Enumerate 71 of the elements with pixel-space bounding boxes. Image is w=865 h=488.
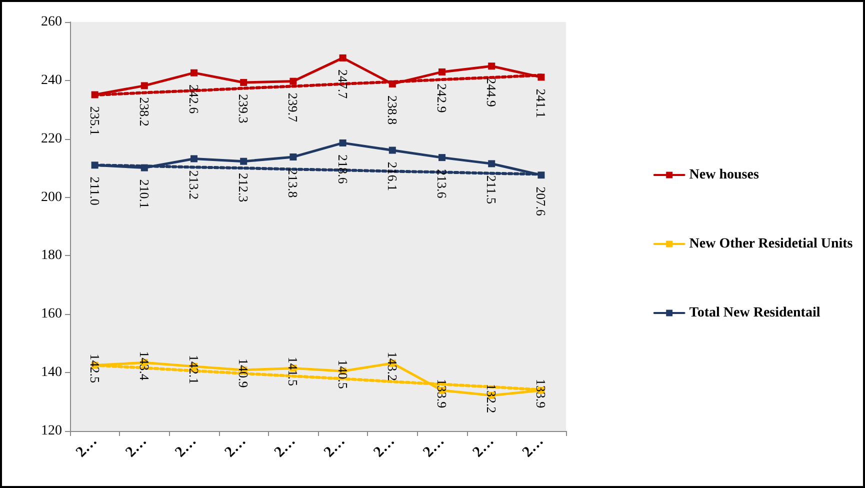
point: [388, 80, 396, 88]
data-label: 143.2: [384, 352, 400, 381]
y-tick-label: 240: [41, 72, 62, 88]
point: [290, 153, 297, 160]
point: [91, 91, 98, 98]
legend-label: New Other Residetial Units: [689, 236, 854, 252]
point: [438, 154, 446, 162]
data-label: 213.2: [186, 170, 202, 200]
point: [190, 155, 198, 162]
point: [140, 82, 148, 90]
data-label: 143.4: [136, 351, 152, 381]
y-tick-label: 160: [41, 306, 62, 322]
y-tick-label: 260: [41, 14, 62, 30]
data-label: 140.9: [236, 358, 252, 388]
data-label: 235.1: [87, 106, 102, 136]
point: [140, 164, 148, 172]
point: [438, 68, 446, 76]
data-label: 239.7: [286, 92, 301, 123]
data-label: 241.1: [534, 88, 549, 118]
data-label: 244.9: [484, 78, 500, 107]
x-tick-label: 2…: [73, 433, 100, 461]
x-tick-label: 2…: [122, 433, 150, 461]
y-tick-label: 120: [41, 424, 62, 438]
point: [91, 162, 98, 169]
x-tick-label: 2…: [470, 433, 498, 461]
legend-label: Total New Residentail: [689, 306, 820, 320]
x-tick-label: 2…: [321, 433, 348, 461]
x-tick-label: 2…: [222, 433, 250, 461]
data-label: 140.5: [335, 360, 350, 389]
data-label: 242.6: [186, 84, 202, 114]
data-label: 142.5: [87, 354, 102, 384]
legend-label: New houses: [689, 168, 760, 182]
data-label: 247.7: [335, 69, 350, 100]
point: [488, 62, 496, 70]
data-label: 207.6: [534, 186, 549, 216]
point: [388, 146, 396, 154]
y-tick-label: 200: [41, 190, 62, 205]
point: [538, 74, 545, 81]
point: [240, 158, 248, 165]
data-label: 211.0: [87, 176, 102, 206]
x-tick-label: 2…: [520, 433, 547, 461]
point: [488, 160, 496, 168]
data-label: 212.3: [236, 172, 252, 202]
data-label: 239.3: [236, 94, 252, 124]
data-label: 132.2: [484, 384, 500, 414]
y-tick-label: 180: [41, 248, 62, 264]
data-label: 238.8: [384, 95, 400, 125]
y-tick-label: 220: [41, 131, 62, 146]
point: [190, 69, 198, 76]
point: [240, 78, 248, 86]
point: [339, 139, 346, 146]
x-tick-label: 2…: [370, 433, 398, 461]
data-label: 211.5: [484, 175, 500, 204]
data-label: 213.6: [434, 169, 450, 199]
x-tick-label: 2…: [272, 433, 299, 461]
data-label: 133.9: [534, 378, 549, 408]
point: [290, 78, 297, 85]
data-label: 142.1: [186, 354, 202, 384]
data-label: 213.8: [286, 168, 301, 198]
data-label: 216.1: [384, 162, 400, 191]
x-tick-label: 2…: [172, 433, 200, 461]
y-tick-label: 140: [41, 365, 62, 380]
data-label: 133.9: [434, 378, 450, 408]
data-label: 238.2: [136, 97, 152, 126]
data-label: 141.5: [286, 356, 301, 386]
point: [538, 172, 545, 179]
data-label: 218.6: [335, 154, 350, 184]
x-tick-label: 2…: [420, 433, 448, 461]
data-label: 210.1: [136, 179, 152, 209]
data-label: 242.9: [434, 83, 450, 113]
point: [339, 54, 346, 62]
